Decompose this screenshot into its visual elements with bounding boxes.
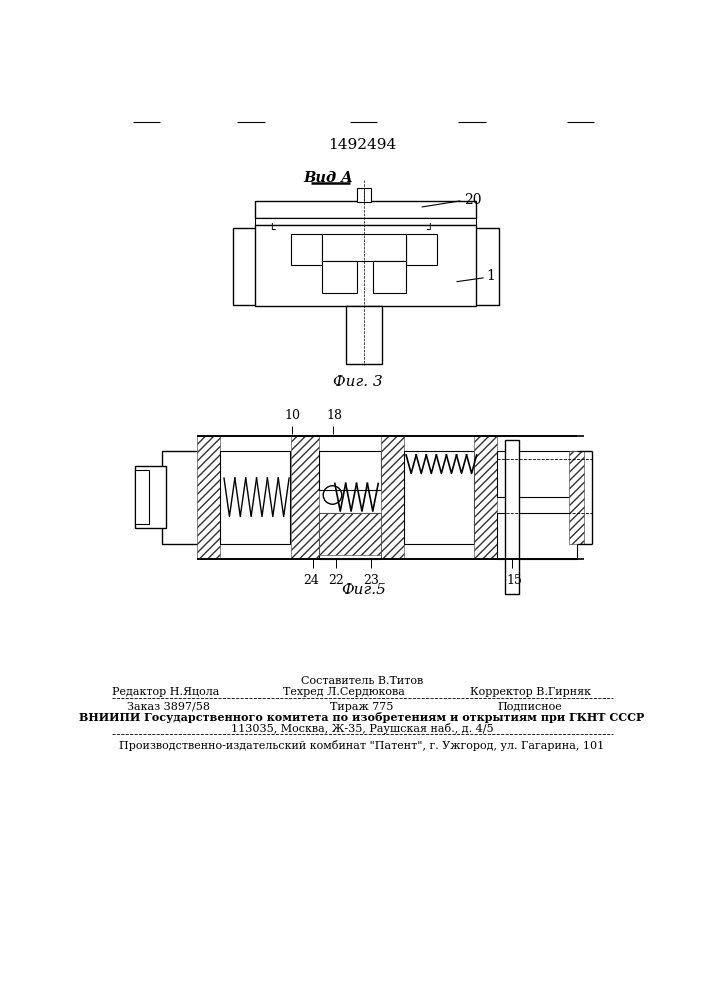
Bar: [255, 225, 476, 306]
Bar: [197, 436, 220, 559]
Bar: [291, 436, 319, 559]
Bar: [380, 436, 404, 559]
Bar: [497, 513, 577, 559]
Bar: [322, 234, 406, 261]
Text: Составитель В.Титов: Составитель В.Титов: [300, 676, 423, 686]
Bar: [319, 451, 380, 490]
Bar: [322, 261, 357, 293]
Bar: [255, 218, 476, 225]
Text: 10: 10: [284, 409, 300, 422]
Text: 20: 20: [464, 193, 481, 207]
Text: Заказ 3897/58: Заказ 3897/58: [127, 702, 210, 712]
Text: Фиг.5: Фиг.5: [341, 583, 386, 597]
Bar: [319, 513, 380, 559]
Bar: [255, 201, 476, 218]
Bar: [373, 261, 406, 293]
Bar: [441, 228, 499, 305]
Bar: [569, 451, 585, 544]
Text: └: └: [268, 225, 275, 235]
Text: Фиг. 3: Фиг. 3: [333, 375, 383, 389]
Text: 24: 24: [303, 574, 320, 587]
Text: 1: 1: [486, 269, 496, 283]
Bar: [506, 440, 519, 594]
Text: 113035, Москва, Ж-35, Раушская наб., д. 4/5: 113035, Москва, Ж-35, Раушская наб., д. …: [230, 723, 493, 734]
Text: Техред Л.Сердюкова: Техред Л.Сердюкова: [284, 687, 405, 697]
Text: 18: 18: [327, 409, 343, 422]
Text: Редактор Н.Яцола: Редактор Н.Яцола: [112, 687, 220, 697]
Bar: [319, 513, 380, 555]
Text: 23: 23: [363, 574, 379, 587]
Bar: [474, 436, 497, 559]
Text: Производственно-издательский комбинат "Патент", г. Ужгород, ул. Гагарина, 101: Производственно-издательский комбинат "П…: [119, 740, 604, 751]
Text: 22: 22: [329, 574, 344, 587]
Text: 15: 15: [507, 574, 522, 587]
Bar: [476, 459, 490, 473]
Bar: [162, 451, 201, 544]
Bar: [406, 234, 437, 265]
Bar: [404, 451, 474, 544]
Bar: [220, 451, 290, 544]
Text: Тираж 775: Тираж 775: [330, 702, 394, 712]
Text: Подписное: Подписное: [498, 702, 563, 712]
Text: Корректор В.Гирняк: Корректор В.Гирняк: [469, 687, 590, 697]
Bar: [291, 234, 322, 265]
Bar: [357, 188, 371, 202]
Bar: [135, 470, 149, 524]
Text: ┘: ┘: [426, 225, 433, 235]
Text: Вид A: Вид A: [304, 171, 354, 185]
Text: 1492494: 1492494: [328, 138, 396, 152]
Bar: [135, 466, 166, 528]
Bar: [346, 306, 382, 364]
Text: ВНИИПИ Государственного комитета по изобретениям и открытиям при ГКНТ СССР: ВНИИПИ Государственного комитета по изоб…: [79, 712, 645, 723]
Bar: [233, 228, 291, 305]
Bar: [497, 451, 577, 497]
